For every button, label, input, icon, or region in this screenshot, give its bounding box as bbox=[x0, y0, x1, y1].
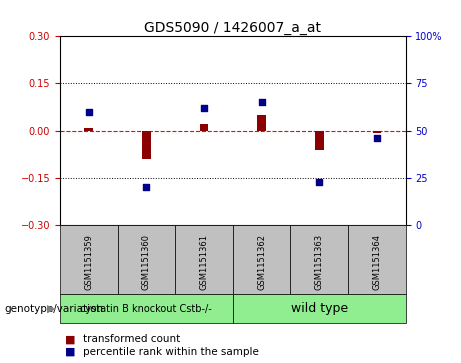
Point bbox=[258, 99, 266, 105]
Text: GSM1151362: GSM1151362 bbox=[257, 234, 266, 290]
Title: GDS5090 / 1426007_a_at: GDS5090 / 1426007_a_at bbox=[144, 21, 321, 35]
Point bbox=[373, 135, 381, 141]
Bar bbox=[142, 131, 151, 159]
Bar bbox=[315, 131, 324, 150]
Text: transformed count: transformed count bbox=[83, 334, 180, 344]
Text: ■: ■ bbox=[65, 334, 75, 344]
Text: GSM1151364: GSM1151364 bbox=[372, 234, 381, 290]
Text: wild type: wild type bbox=[291, 302, 348, 315]
Bar bbox=[84, 127, 93, 131]
Point bbox=[85, 109, 92, 115]
Text: GSM1151363: GSM1151363 bbox=[315, 234, 324, 290]
Text: genotype/variation: genotype/variation bbox=[5, 303, 104, 314]
Text: ▶: ▶ bbox=[47, 303, 55, 314]
Bar bbox=[372, 131, 381, 133]
Text: percentile rank within the sample: percentile rank within the sample bbox=[83, 347, 259, 357]
Text: ■: ■ bbox=[65, 347, 75, 357]
Point bbox=[142, 184, 150, 190]
Point bbox=[315, 179, 323, 184]
Text: GSM1151361: GSM1151361 bbox=[200, 234, 208, 290]
Bar bbox=[200, 125, 208, 131]
Text: GSM1151359: GSM1151359 bbox=[84, 234, 93, 290]
Bar bbox=[257, 115, 266, 131]
Point bbox=[200, 105, 207, 111]
Text: GSM1151360: GSM1151360 bbox=[142, 234, 151, 290]
Text: cystatin B knockout Cstb-/-: cystatin B knockout Cstb-/- bbox=[81, 303, 212, 314]
